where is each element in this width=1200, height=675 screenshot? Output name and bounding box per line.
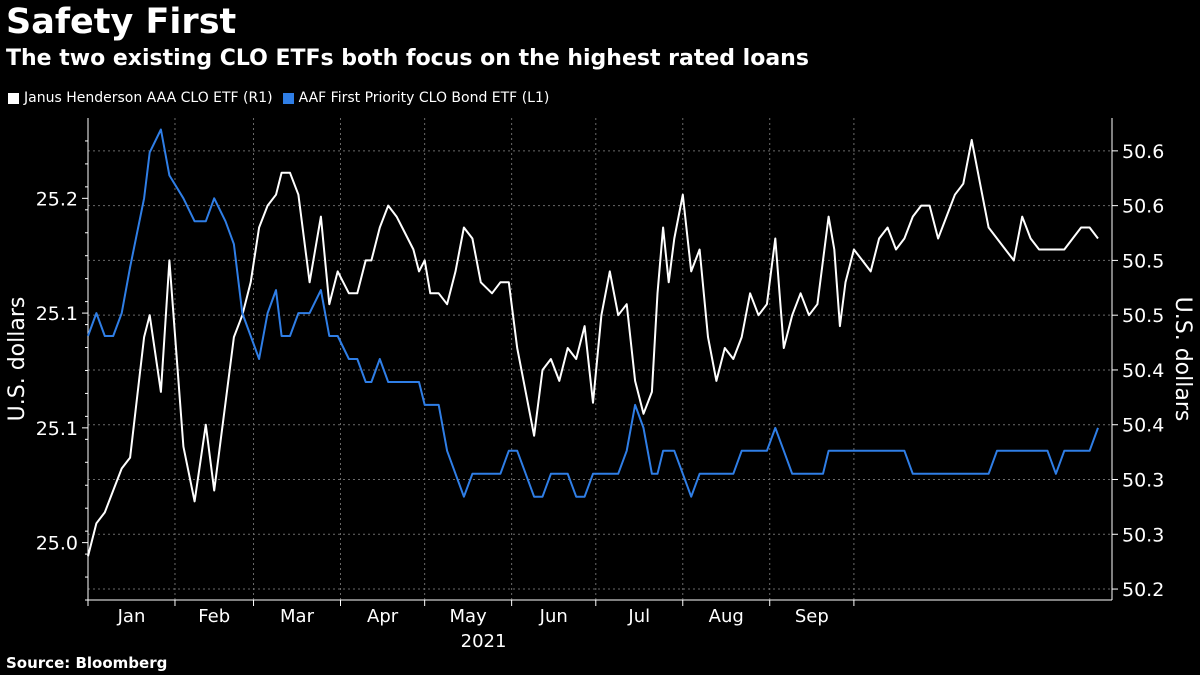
- left-axis-title: U.S. dollars: [5, 297, 30, 422]
- series-line-janus: [87, 138, 1099, 557]
- right-tick-label-3: 50.5: [1122, 305, 1164, 327]
- left-tick-label-2: 25.1: [36, 418, 78, 440]
- right-axis-title: U.S. dollars: [1170, 297, 1195, 422]
- x-tick-label-aug: Aug: [709, 606, 744, 627]
- x-tick-label-jul: Jul: [627, 606, 650, 627]
- right-tick-label-6: 50.3: [1122, 470, 1164, 492]
- right-tick-label-8: 50.2: [1122, 579, 1164, 601]
- x-tick-label-feb: Feb: [198, 606, 230, 627]
- legend-label-janus: Janus Henderson AAA CLO ETF (R1): [24, 90, 273, 106]
- legend-swatch-blue: [282, 92, 294, 104]
- left-tick-label-1: 25.1: [36, 303, 78, 325]
- left-tick-label-3: 25.0: [36, 533, 78, 555]
- right-tick-label-4: 50.4: [1122, 360, 1164, 382]
- x-tick-label-jun: Jun: [539, 606, 568, 627]
- chart-title: Safety First: [6, 2, 237, 42]
- series-lines: [87, 128, 1099, 557]
- x-tick-label-apr: Apr: [367, 606, 399, 627]
- chart-subtitle: The two existing CLO ETFs both focus on …: [6, 46, 809, 71]
- x-year-label: 2021: [461, 631, 507, 652]
- source-note: Source: Bloomberg: [6, 654, 168, 672]
- legend: Janus Henderson AAA CLO ETF (R1) AAF Fir…: [8, 90, 559, 106]
- legend-label-aaf: AAF First Priority CLO Bond ETF (L1): [298, 90, 550, 106]
- x-tick-label-may: May: [450, 606, 488, 627]
- right-tick-label-5: 50.4: [1122, 415, 1164, 437]
- right-tick-label-0: 50.6: [1122, 141, 1164, 163]
- right-tick-label-7: 50.3: [1122, 524, 1164, 546]
- x-tick-label-sep: Sep: [795, 606, 829, 627]
- left-tick-label-0: 25.2: [36, 188, 78, 210]
- axes: [82, 118, 1118, 606]
- legend-item-janus: Janus Henderson AAA CLO ETF (R1): [8, 90, 273, 106]
- legend-swatch-white: [8, 92, 19, 104]
- grid: [88, 118, 1112, 600]
- right-tick-label-1: 50.6: [1122, 196, 1164, 218]
- series-line-aaf: [87, 128, 1099, 498]
- axis-labels: 25.2 25.1 25.1 25.0 50.6 50.6 50.5 50.5 50.4 50.4…: [5, 141, 1195, 652]
- x-tick-label-jan: Jan: [117, 606, 146, 627]
- right-tick-label-2: 50.5: [1122, 250, 1164, 272]
- legend-item-aaf: AAF First Priority CLO Bond ETF (L1): [282, 90, 550, 106]
- x-tick-label-mar: Mar: [280, 606, 315, 627]
